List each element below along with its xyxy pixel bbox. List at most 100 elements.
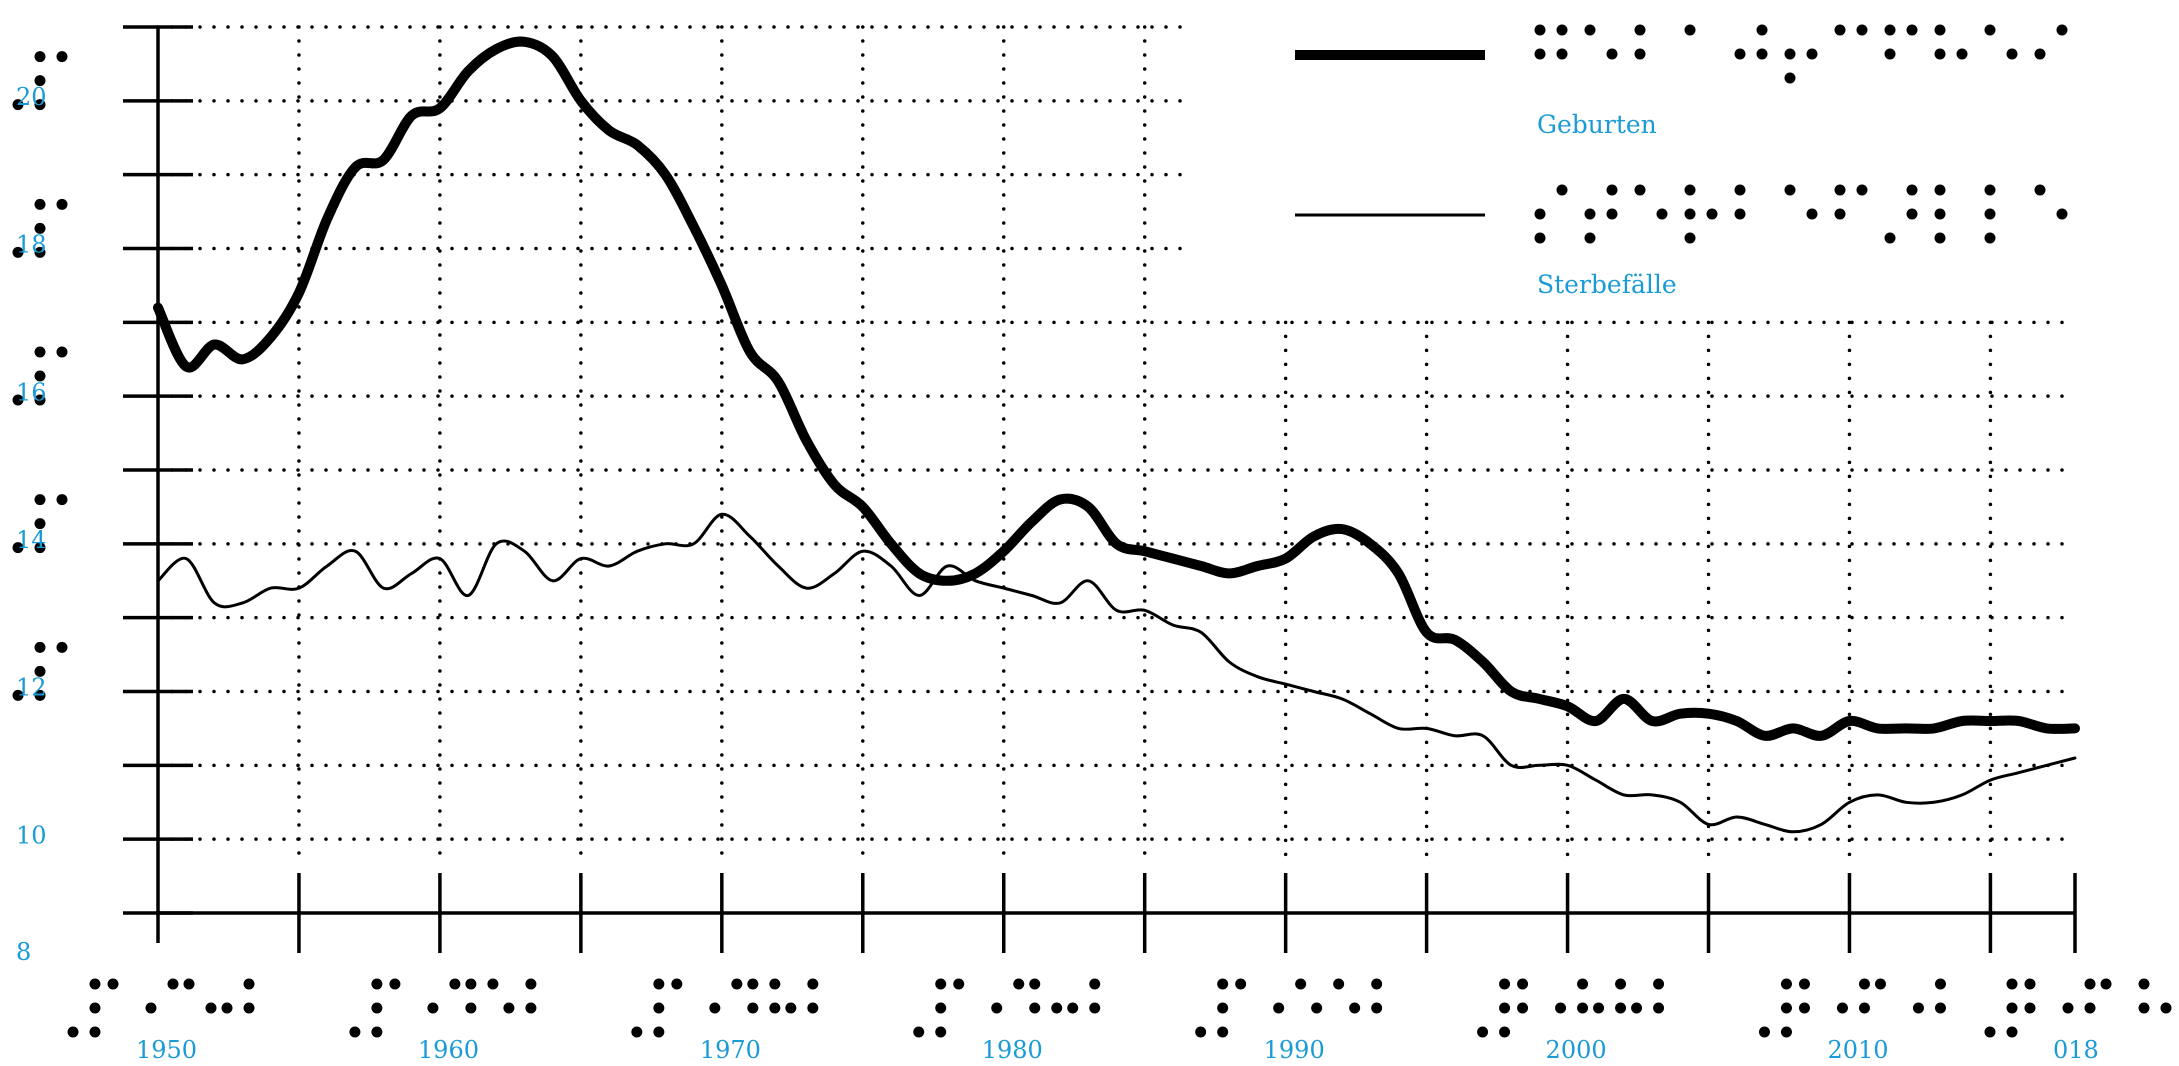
braille-dot — [1684, 184, 1696, 196]
braille-dot — [389, 978, 401, 990]
braille-dot — [1089, 978, 1101, 990]
braille-dot — [1706, 208, 1718, 220]
braille-dot — [1780, 978, 1792, 990]
braille-dot — [371, 978, 383, 990]
braille-dot — [913, 1026, 925, 1038]
braille-dot — [1517, 1002, 1529, 1014]
braille-dot — [34, 542, 46, 554]
braille-dot — [427, 1002, 439, 1014]
braille-dot — [1884, 232, 1896, 244]
braille-dot — [1934, 48, 1946, 60]
braille-y-label — [12, 51, 68, 111]
braille-dot — [1734, 208, 1746, 220]
braille-dot — [2138, 978, 2150, 990]
braille-dot — [34, 394, 46, 406]
braille-dot — [1758, 1026, 1770, 1038]
braille-dot — [503, 1002, 515, 1014]
braille-dot — [1013, 978, 1025, 990]
braille-dot — [807, 1002, 819, 1014]
braille-dot — [1684, 232, 1696, 244]
braille-y-label — [12, 641, 68, 701]
braille-dot — [1984, 1026, 1996, 1038]
braille-x-label — [349, 978, 537, 1038]
y-tick-label: 8 — [16, 938, 31, 966]
braille-dot — [1534, 232, 1546, 244]
braille-dot — [1934, 184, 1946, 196]
braille-dot — [12, 394, 24, 406]
braille-dot — [1499, 978, 1511, 990]
braille-dot — [1584, 208, 1596, 220]
braille-dot — [465, 978, 477, 990]
braille-y-label — [12, 198, 68, 258]
legend-entry: Sterbefälle — [1295, 184, 2068, 299]
braille-dot — [34, 665, 46, 677]
braille-dot — [2056, 208, 2068, 220]
braille-dot — [1534, 24, 1546, 36]
braille-dot — [1906, 24, 1918, 36]
braille-dot — [1653, 978, 1665, 990]
braille-dot — [1555, 1002, 1567, 1014]
braille-dot — [1556, 48, 1568, 60]
legend-label: Geburten — [1537, 110, 1657, 139]
braille-dot — [1349, 1002, 1361, 1014]
braille-dot — [34, 346, 46, 358]
braille-x-label — [1477, 978, 1665, 1038]
braille-x-label — [67, 978, 255, 1038]
braille-dot — [631, 1026, 643, 1038]
braille-dot — [1534, 208, 1546, 220]
braille-dot — [1884, 24, 1896, 36]
braille-dot — [34, 370, 46, 382]
braille-dot — [935, 1026, 947, 1038]
braille-dot — [1195, 1026, 1207, 1038]
braille-dot — [1756, 24, 1768, 36]
x-tick-label: 1960 — [418, 1036, 479, 1064]
braille-dot — [34, 198, 46, 210]
braille-dot — [935, 1002, 947, 1014]
braille-dot — [34, 246, 46, 258]
braille-dot — [1684, 208, 1696, 220]
braille-dot — [1984, 232, 1996, 244]
braille-dot — [2100, 978, 2112, 990]
braille-dot — [2034, 48, 2046, 60]
braille-dot — [1371, 1002, 1383, 1014]
braille-dot — [1798, 978, 1810, 990]
braille-x-label — [1195, 978, 1383, 1038]
braille-dot — [1934, 232, 1946, 244]
braille-dot — [1984, 24, 1996, 36]
braille-dot — [371, 1002, 383, 1014]
braille-dot — [653, 978, 665, 990]
braille-x-label — [913, 978, 1101, 1038]
braille-dot — [807, 978, 819, 990]
braille-dot — [12, 99, 24, 111]
braille-dot — [1858, 978, 1870, 990]
braille-dot — [167, 978, 179, 990]
braille-dot — [1653, 1002, 1665, 1014]
braille-dot — [1606, 48, 1618, 60]
braille-dot — [34, 641, 46, 653]
legend: Geburten Sterbefälle — [1295, 24, 2068, 299]
braille-dot — [2138, 1002, 2150, 1014]
braille-dot — [1577, 1002, 1589, 1014]
braille-dot — [2024, 978, 2036, 990]
braille-dot — [1856, 24, 1868, 36]
x-tick-label: 1950 — [136, 1036, 197, 1064]
braille-dot — [12, 542, 24, 554]
braille-dot — [1784, 184, 1796, 196]
braille-dot — [56, 346, 68, 358]
braille-dot — [525, 978, 537, 990]
braille-dot — [1311, 1002, 1323, 1014]
x-tick-label: 018 — [2053, 1036, 2099, 1064]
braille-dot — [243, 1002, 255, 1014]
y-tick-label: 12 — [16, 674, 47, 702]
braille-dot — [1067, 1002, 1079, 1014]
braille-dot — [1615, 1002, 1627, 1014]
braille-dot — [1798, 1002, 1810, 1014]
braille-dot — [991, 1002, 1003, 1014]
braille-x-label — [631, 978, 819, 1038]
braille-dot — [747, 978, 759, 990]
legend-label: Sterbefälle — [1537, 270, 1677, 299]
braille-dot — [709, 1002, 721, 1014]
braille-dot — [1593, 1002, 1605, 1014]
y-tick-label: 10 — [16, 821, 47, 849]
